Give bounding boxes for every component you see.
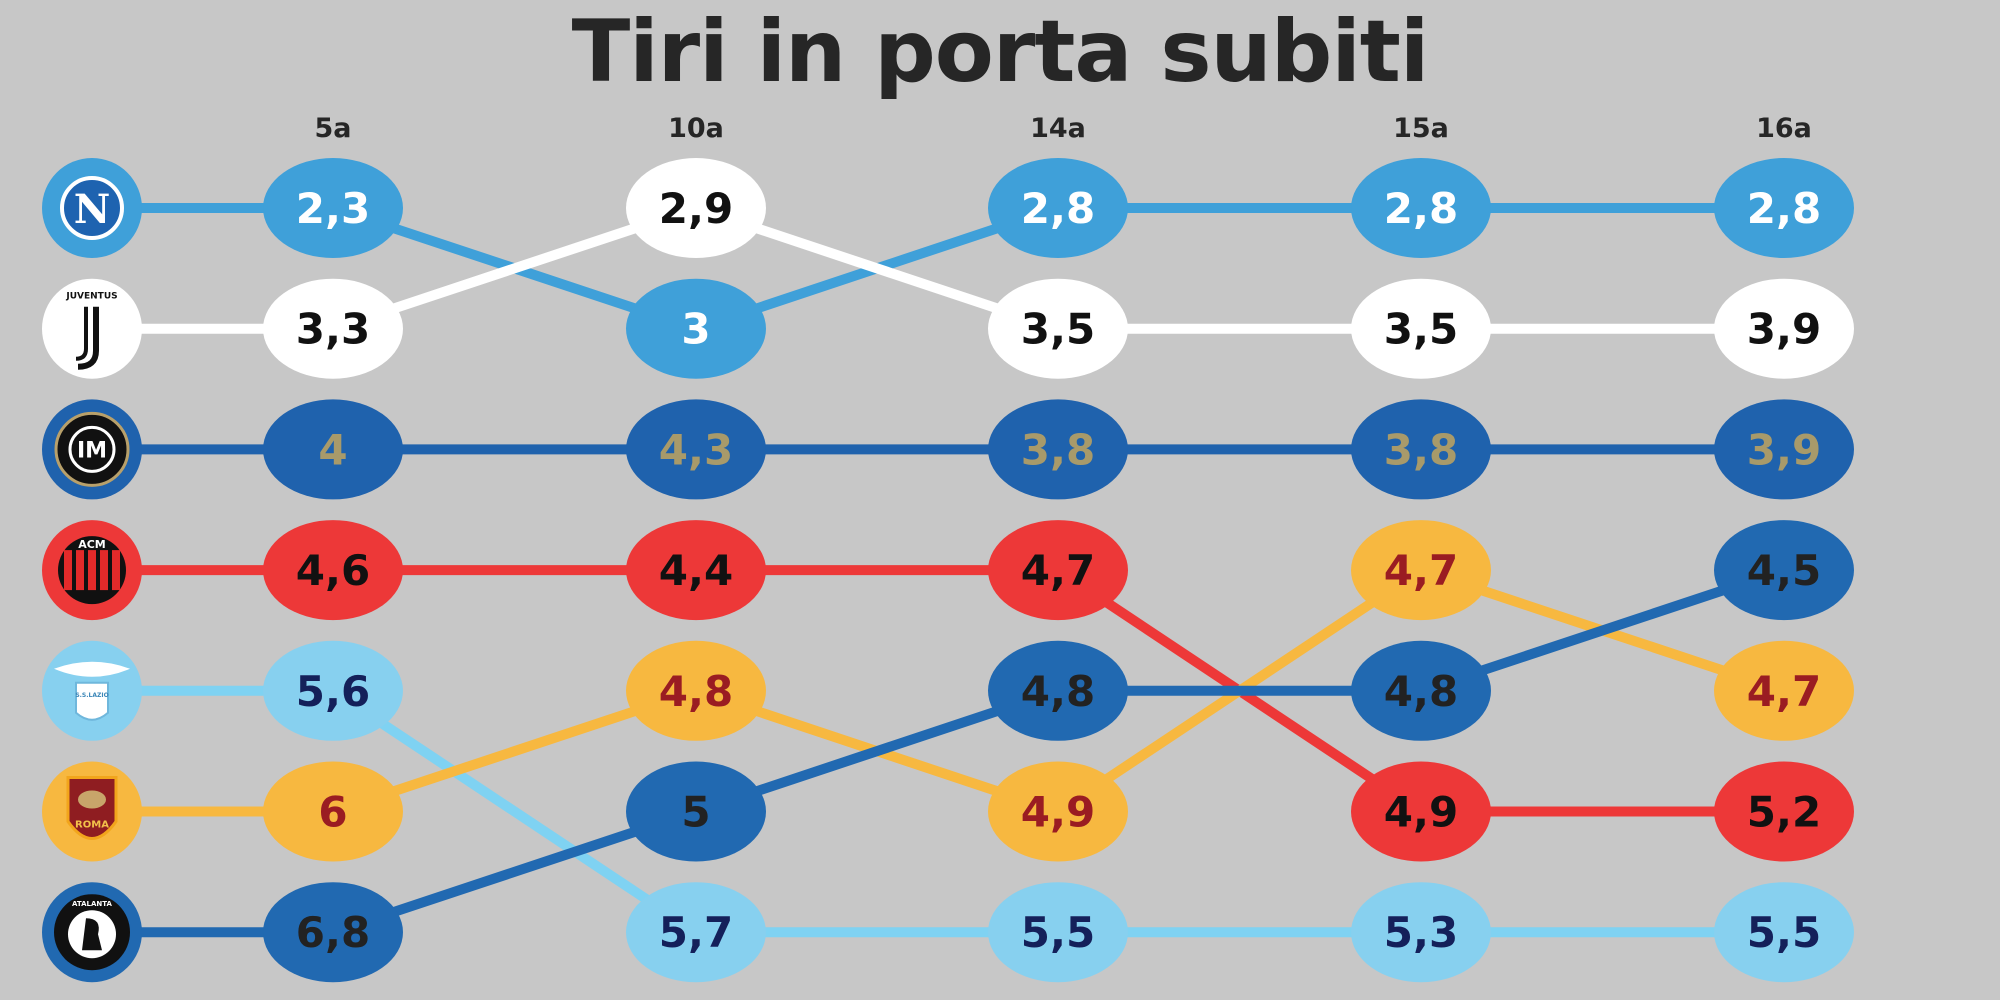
roma-logo-icon: ROMA — [42, 761, 142, 862]
data-label: 4 — [318, 425, 347, 474]
data-point-napoli: 2,8 — [988, 158, 1128, 258]
data-label: 2,9 — [659, 184, 733, 233]
napoli-logo-icon: N — [42, 158, 142, 258]
data-point-roma: 4,7 — [1714, 640, 1854, 741]
data-label: 5,6 — [296, 667, 370, 716]
series-line-atalanta — [87, 565, 1789, 938]
data-label: 3 — [681, 305, 710, 354]
data-label: 4,9 — [1384, 788, 1458, 837]
data-point-roma: 4,8 — [626, 640, 766, 741]
svg-text:ACM: ACM — [78, 538, 106, 551]
round-label: 14a — [1030, 113, 1086, 144]
lazio-logo-icon: S.S.LAZIO — [42, 640, 142, 741]
data-point-inter: 3,9 — [1714, 399, 1854, 500]
data-point-roma: 4,9 — [988, 761, 1128, 862]
data-point-juventus: 2,9 — [626, 158, 766, 258]
data-label: 2,8 — [1747, 184, 1821, 233]
data-point-napoli: 2,8 — [1714, 158, 1854, 258]
data-point-atalanta: 4,5 — [1714, 520, 1854, 621]
data-point-inter: 4 — [263, 399, 403, 500]
data-point-atalanta: 5 — [626, 761, 766, 862]
data-label: 6,8 — [296, 908, 370, 957]
data-label: 4,7 — [1384, 546, 1458, 595]
svg-text:N: N — [74, 186, 111, 233]
data-point-milan: 5,2 — [1714, 761, 1854, 862]
data-label: 4,5 — [1747, 546, 1821, 595]
data-label: 3,5 — [1021, 305, 1095, 354]
data-label: 5,5 — [1747, 908, 1821, 957]
data-point-lazio: 5,5 — [988, 882, 1128, 983]
chart-title: Tiri in porta subiti — [571, 2, 1430, 102]
data-point-milan: 4,6 — [263, 520, 403, 621]
data-point-atalanta: 4,8 — [988, 640, 1128, 741]
round-label: 5a — [314, 113, 351, 144]
data-point-juventus: 3,9 — [1714, 278, 1854, 379]
data-label: 3,9 — [1747, 425, 1821, 474]
data-point-atalanta: 4,8 — [1351, 640, 1491, 741]
svg-text:IM: IM — [77, 438, 107, 463]
atalanta-logo-icon: ATALANTA — [42, 882, 142, 983]
data-label: 4,9 — [1021, 788, 1095, 837]
data-label: 2,8 — [1384, 184, 1458, 233]
data-point-milan: 4,9 — [1351, 761, 1491, 862]
data-point-juventus: 3,5 — [1351, 278, 1491, 379]
data-point-juventus: 3,5 — [988, 278, 1128, 379]
data-point-napoli: 2,3 — [263, 158, 403, 258]
data-point-inter: 3,8 — [988, 399, 1128, 500]
data-point-roma: 4,7 — [1351, 520, 1491, 621]
data-label: 5,2 — [1747, 788, 1821, 837]
data-point-napoli: 3 — [626, 278, 766, 379]
data-point-milan: 4,4 — [626, 520, 766, 621]
svg-text:ROMA: ROMA — [75, 820, 109, 831]
data-label: 4,8 — [1384, 667, 1458, 716]
data-label: 3,8 — [1021, 425, 1095, 474]
data-label: 4,7 — [1021, 546, 1095, 595]
data-label: 4,8 — [1021, 667, 1095, 716]
svg-text:ATALANTA: ATALANTA — [72, 900, 112, 908]
value-bubbles: 2,3 3 2,8 2,8 2,8 3,3 2,9 3,5 3,5 3,9 4 4,3 3,8 3,8 3,… — [263, 158, 1854, 983]
data-label: 6 — [318, 788, 347, 837]
data-point-lazio: 5,6 — [263, 640, 403, 741]
juventus-logo-icon: JUVENTUS — [42, 278, 142, 379]
round-label: 10a — [668, 113, 724, 144]
data-label: 4,4 — [659, 546, 733, 595]
data-label: 2,3 — [296, 184, 370, 233]
data-label: 4,8 — [659, 667, 733, 716]
data-point-lazio: 5,7 — [626, 882, 766, 983]
data-label: 3,8 — [1384, 425, 1458, 474]
data-point-juventus: 3,3 — [263, 278, 403, 379]
data-label: 3,5 — [1384, 305, 1458, 354]
data-point-napoli: 2,8 — [1351, 158, 1491, 258]
data-point-inter: 3,8 — [1351, 399, 1491, 500]
team-logos: N JUVENTUS IM ACM S.S.LAZIO ROMA ATALANTA — [42, 158, 142, 983]
data-label: 5,3 — [1384, 908, 1458, 957]
svg-text:JUVENTUS: JUVENTUS — [65, 292, 117, 302]
data-point-lazio: 5,5 — [1714, 882, 1854, 983]
data-label: 4,3 — [659, 425, 733, 474]
data-label: 3,9 — [1747, 305, 1821, 354]
data-label: 3,3 — [296, 305, 370, 354]
data-label: 5,5 — [1021, 908, 1095, 957]
data-label: 5 — [681, 788, 710, 837]
data-point-inter: 4,3 — [626, 399, 766, 500]
data-point-milan: 4,7 — [988, 520, 1128, 621]
inter-logo-icon: IM — [42, 399, 142, 500]
data-label: 4,6 — [296, 546, 370, 595]
milan-logo-icon: ACM — [42, 520, 142, 621]
data-point-roma: 6 — [263, 761, 403, 862]
data-label: 5,7 — [659, 908, 733, 957]
data-label: 4,7 — [1747, 667, 1821, 716]
svg-text:S.S.LAZIO: S.S.LAZIO — [75, 692, 108, 699]
data-label: 2,8 — [1021, 184, 1095, 233]
data-point-atalanta: 6,8 — [263, 882, 403, 983]
round-label: 16a — [1756, 113, 1812, 144]
round-label: 15a — [1393, 113, 1449, 144]
data-point-lazio: 5,3 — [1351, 882, 1491, 983]
round-labels: 5a 10a 14a 15a 16a — [314, 113, 1811, 144]
